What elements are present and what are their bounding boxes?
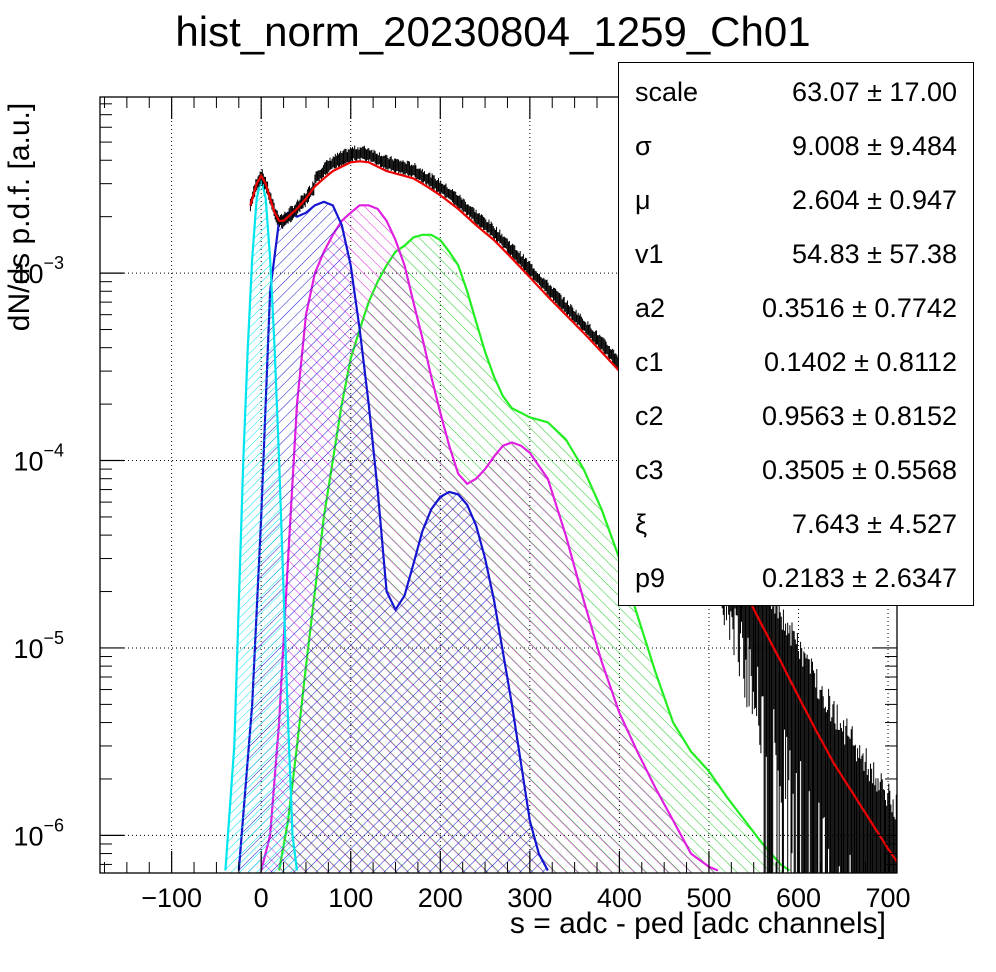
stat-name: p9 (635, 563, 666, 593)
x-tick-label: −100 (141, 883, 202, 913)
stat-row: ξ 7.643 ± 4.527 (619, 497, 973, 551)
stat-value: 7.643 ± 4.527 (792, 509, 957, 539)
x-tick-label: 700 (866, 883, 911, 913)
x-tick-label: 400 (597, 883, 642, 913)
stat-value: 54.83 ± 57.38 (792, 239, 957, 269)
stat-name: c1 (635, 347, 664, 377)
stat-value: 0.3505 ± 0.5568 (762, 455, 957, 485)
y-tick-label: 10−5 (13, 628, 64, 664)
x-axis-label: s = adc - ped [adc channels] (509, 907, 886, 940)
stat-row: v1 54.83 ± 57.38 (619, 227, 973, 281)
stat-name: scale (635, 77, 699, 107)
stat-value: 0.3516 ± 0.7742 (762, 293, 957, 323)
x-tick-label: 300 (507, 883, 552, 913)
stat-value: 63.07 ± 17.00 (792, 77, 957, 107)
total-fit-curve (249, 160, 897, 864)
x-tick-label: 0 (254, 883, 269, 913)
stat-value: 9.008 ± 9.484 (792, 131, 957, 161)
y-tick-label: 10−4 (13, 441, 64, 477)
stat-name: c2 (635, 401, 664, 431)
stat-row: p9 0.2183 ± 2.6347 (619, 551, 973, 605)
stat-value: 0.1402 ± 0.8112 (764, 347, 957, 377)
stat-row: c1 0.1402 ± 0.8112 (619, 335, 973, 389)
chart-title: hist_norm_20230804_1259_Ch01 (175, 8, 811, 55)
fit-parameters-box: scale 63.07 ± 17.00 σ 9.008 ± 9.484 μ 2.604 ±… (618, 62, 974, 606)
stat-name: c3 (635, 455, 664, 485)
series-layer (224, 145, 897, 873)
stat-row: c2 0.9563 ± 0.8152 (619, 389, 973, 443)
x-tick-label: 200 (418, 883, 463, 913)
stat-name: v1 (635, 239, 664, 269)
pe1-fill (238, 201, 548, 873)
stat-name: μ (635, 185, 651, 215)
pe0-fill (225, 178, 297, 873)
stat-name: ξ (635, 509, 648, 539)
y-tick-label: 10−3 (13, 253, 64, 289)
stat-row: c3 0.3505 ± 0.5568 (619, 443, 973, 497)
y-tick-label: 10−6 (13, 815, 64, 851)
stat-value: 0.9563 ± 0.8152 (762, 401, 957, 431)
stat-row: μ 2.604 ± 0.947 (619, 173, 973, 227)
pe0-component-curve (224, 178, 299, 871)
x-tick-label: 100 (328, 883, 373, 913)
stat-row: σ 9.008 ± 9.484 (619, 119, 973, 173)
stat-name: a2 (635, 293, 666, 323)
x-tick-label: 500 (686, 883, 731, 913)
stat-row: scale 63.07 ± 17.00 (619, 65, 973, 119)
stat-value: 2.604 ± 0.947 (792, 185, 957, 215)
stat-name: σ (635, 131, 652, 161)
x-tick-label: 600 (776, 883, 821, 913)
stat-row: a2 0.3516 ± 0.7742 (619, 281, 973, 335)
stat-value: 0.2183 ± 2.6347 (762, 563, 957, 593)
